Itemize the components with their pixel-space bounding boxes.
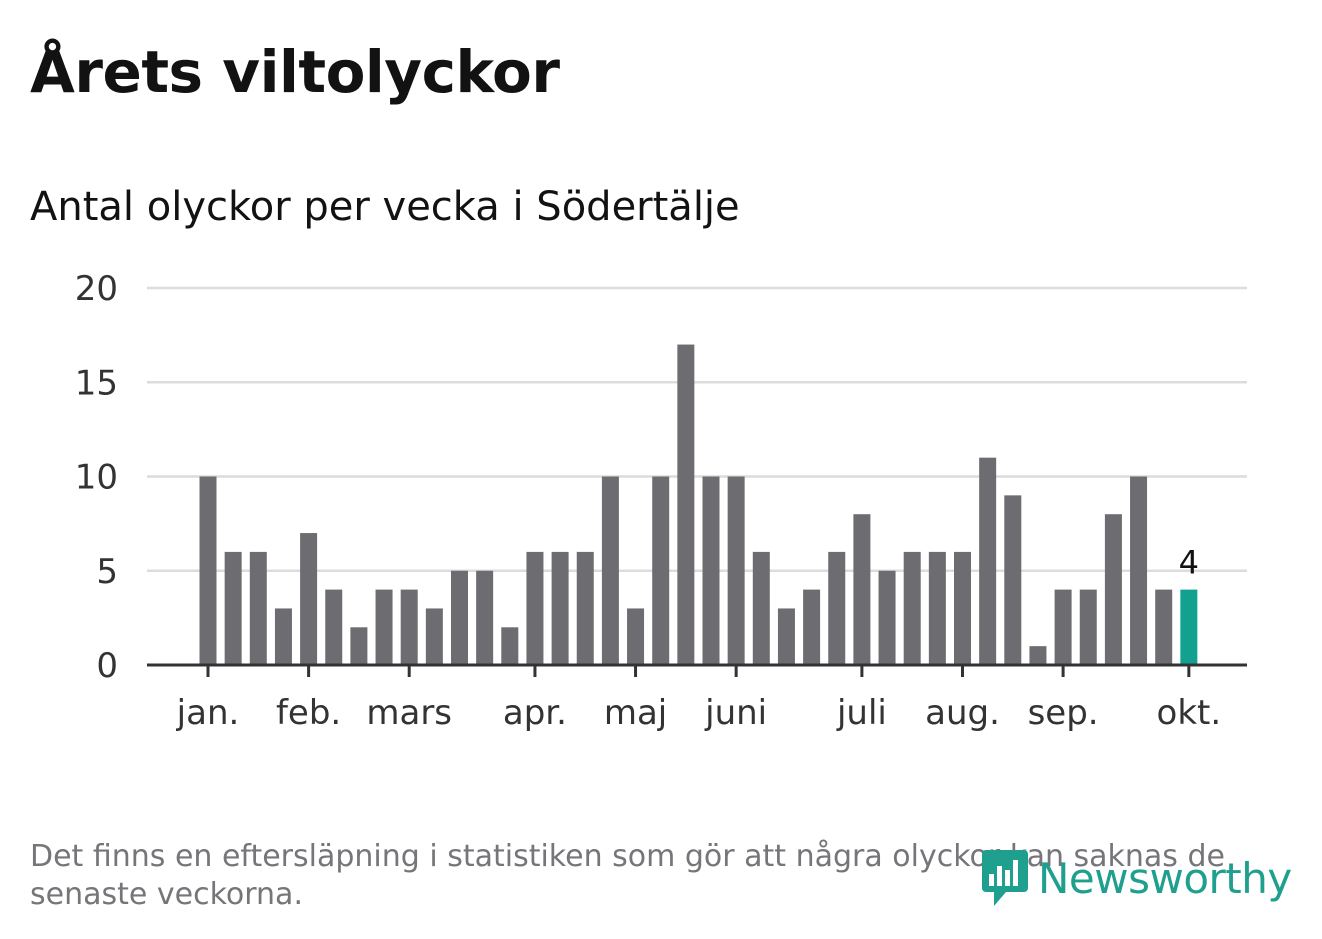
x-tick-label: juni <box>704 693 767 733</box>
bar <box>350 627 368 665</box>
bar <box>551 551 569 665</box>
chart-subtitle: Antal olyckor per vecka i Södertälje <box>30 184 740 230</box>
bar <box>451 570 468 665</box>
bar <box>601 476 619 665</box>
bar <box>249 551 267 665</box>
bar <box>1054 589 1072 665</box>
bar <box>1130 476 1148 665</box>
x-tick-label: jan. <box>176 693 240 733</box>
bar <box>1180 589 1198 665</box>
bar <box>400 589 418 665</box>
logo-text: Newsworthy <box>1038 853 1292 903</box>
bar <box>853 514 871 665</box>
page-title: Årets viltolyckor <box>30 38 560 106</box>
bar <box>803 589 821 665</box>
y-tick-label: 15 <box>75 363 118 403</box>
bar <box>1155 589 1173 665</box>
bar <box>928 551 946 665</box>
bar <box>1104 514 1122 665</box>
x-tick-label: feb. <box>276 693 341 733</box>
bar <box>979 457 997 665</box>
bar <box>300 533 318 665</box>
y-tick-label: 10 <box>75 458 118 498</box>
x-tick-label: mars <box>366 693 452 733</box>
bar <box>1029 646 1047 665</box>
bar <box>375 589 393 665</box>
bar <box>727 476 745 665</box>
x-tick-label: juli <box>836 693 887 733</box>
x-tick-label: okt. <box>1157 693 1222 733</box>
bar <box>627 608 645 665</box>
bar <box>325 589 343 665</box>
x-tick-label: maj <box>604 693 667 733</box>
bar <box>526 551 544 665</box>
y-tick-label: 20 <box>75 269 118 309</box>
bar <box>752 551 770 665</box>
bar <box>199 476 217 665</box>
bar <box>1004 495 1022 665</box>
x-tick-label: apr. <box>503 693 567 733</box>
newsworthy-logo-icon <box>982 850 1028 906</box>
x-tick-label: aug. <box>925 693 1000 733</box>
data-label: 4 <box>1179 544 1199 582</box>
bar <box>777 608 795 665</box>
newsworthy-logo: Newsworthy <box>980 848 1292 908</box>
bar <box>501 627 519 665</box>
bar <box>576 551 594 665</box>
bar <box>828 551 846 665</box>
bar <box>1079 589 1097 665</box>
bar <box>878 570 896 665</box>
bar <box>274 608 292 665</box>
bar <box>903 551 921 665</box>
bar <box>425 608 443 665</box>
bar <box>954 551 971 665</box>
y-tick-label: 0 <box>96 646 118 686</box>
bar <box>224 551 242 665</box>
y-tick-label: 5 <box>96 552 118 592</box>
bar <box>702 476 720 665</box>
bar <box>677 344 695 665</box>
x-tick-label: sep. <box>1028 693 1099 733</box>
bar <box>652 476 670 665</box>
bar <box>476 570 494 665</box>
bar-chart: 0 5 10 15 20 jan. feb. mars apr. maj juni juli aug. s… <box>75 269 1247 733</box>
